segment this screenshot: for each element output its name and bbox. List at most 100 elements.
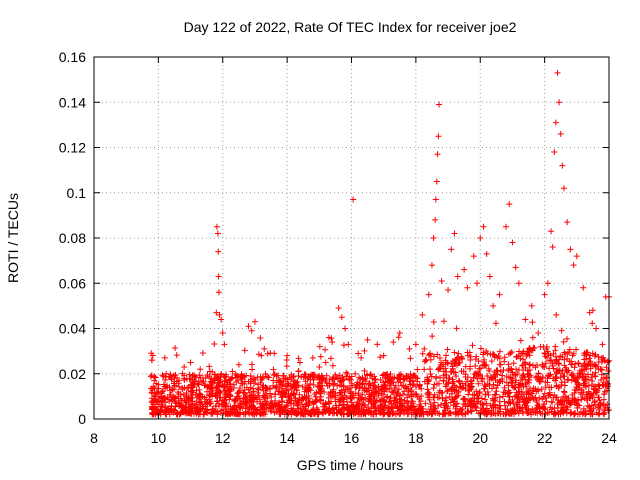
data-point bbox=[165, 408, 172, 415]
data-point bbox=[559, 162, 566, 169]
x-tick-label: 16 bbox=[344, 430, 360, 446]
data-point bbox=[229, 368, 236, 375]
data-point bbox=[199, 350, 206, 357]
data-point bbox=[483, 348, 490, 355]
data-point bbox=[398, 396, 405, 403]
data-point bbox=[186, 403, 193, 410]
data-point bbox=[572, 360, 579, 367]
data-point bbox=[151, 390, 158, 397]
data-point bbox=[464, 352, 471, 359]
data-point bbox=[448, 390, 455, 397]
data-point bbox=[221, 341, 228, 348]
data-point bbox=[425, 394, 432, 401]
data-point bbox=[152, 374, 159, 381]
data-point bbox=[223, 401, 230, 408]
data-point bbox=[179, 370, 186, 377]
data-point bbox=[353, 384, 360, 391]
data-point bbox=[431, 399, 438, 406]
data-point bbox=[202, 375, 209, 382]
data-point bbox=[463, 378, 470, 385]
data-point bbox=[268, 393, 275, 400]
data-point bbox=[270, 366, 277, 373]
data-point bbox=[412, 390, 419, 397]
data-point bbox=[245, 323, 252, 330]
data-point bbox=[432, 196, 439, 203]
data-point bbox=[559, 368, 566, 375]
data-point bbox=[372, 408, 379, 415]
data-point bbox=[260, 374, 267, 381]
data-point bbox=[303, 400, 310, 407]
data-point bbox=[502, 406, 509, 413]
data-point bbox=[399, 406, 406, 413]
data-point bbox=[387, 411, 394, 418]
data-point bbox=[295, 368, 302, 375]
data-point bbox=[521, 373, 528, 380]
data-point bbox=[541, 291, 548, 298]
data-point bbox=[320, 403, 327, 410]
data-point bbox=[549, 362, 556, 369]
data-point bbox=[218, 407, 225, 414]
data-point bbox=[363, 389, 370, 396]
data-point bbox=[449, 363, 456, 370]
data-point bbox=[473, 407, 480, 414]
data-point bbox=[544, 375, 551, 382]
data-point bbox=[590, 405, 597, 412]
data-point bbox=[489, 351, 496, 358]
data-point bbox=[342, 325, 349, 332]
data-point bbox=[450, 378, 457, 385]
data-point bbox=[213, 392, 220, 399]
data-point bbox=[535, 330, 542, 337]
data-point bbox=[421, 366, 428, 373]
data-point bbox=[362, 378, 369, 385]
data-point bbox=[242, 399, 249, 406]
data-point bbox=[159, 403, 166, 410]
data-point bbox=[546, 389, 553, 396]
data-point bbox=[459, 380, 466, 387]
data-point bbox=[561, 389, 568, 396]
data-point bbox=[310, 408, 317, 415]
y-axis-ticks: 0 0.02 0.04 0.06 0.08 0.1 0.12 0.14 0.16 bbox=[59, 49, 609, 427]
data-point bbox=[371, 400, 378, 407]
data-point bbox=[517, 355, 524, 362]
data-point bbox=[540, 403, 547, 410]
data-point bbox=[451, 388, 458, 395]
data-point bbox=[211, 377, 218, 384]
data-point bbox=[173, 352, 180, 359]
data-point bbox=[391, 387, 398, 394]
data-point bbox=[396, 330, 403, 337]
y-tick-label: 0.12 bbox=[59, 140, 86, 156]
data-point bbox=[168, 403, 175, 410]
data-point bbox=[302, 378, 309, 385]
data-point bbox=[163, 411, 170, 418]
data-point bbox=[187, 407, 194, 414]
data-point bbox=[343, 404, 350, 411]
x-axis-label: GPS time / hours bbox=[297, 457, 404, 473]
data-point bbox=[443, 394, 450, 401]
data-point bbox=[248, 327, 255, 334]
data-point bbox=[430, 385, 437, 392]
data-point bbox=[382, 372, 389, 379]
data-point bbox=[454, 273, 461, 280]
y-tick-label: 0.14 bbox=[59, 94, 86, 110]
data-point bbox=[571, 410, 578, 417]
data-point bbox=[549, 406, 556, 413]
data-point bbox=[365, 398, 372, 405]
data-point bbox=[350, 196, 357, 203]
y-tick-label: 0.06 bbox=[59, 275, 86, 291]
data-point bbox=[245, 386, 252, 393]
data-point bbox=[224, 379, 231, 386]
data-point bbox=[188, 410, 195, 417]
data-point bbox=[377, 377, 384, 384]
data-point bbox=[448, 246, 455, 253]
data-point bbox=[585, 361, 592, 368]
data-point bbox=[591, 399, 598, 406]
data-point bbox=[578, 396, 585, 403]
data-point bbox=[438, 401, 445, 408]
data-point bbox=[477, 365, 484, 372]
data-point bbox=[433, 178, 440, 185]
data-point bbox=[300, 374, 307, 381]
data-point bbox=[501, 384, 508, 391]
data-point bbox=[216, 383, 223, 390]
data-point bbox=[148, 350, 155, 357]
data-point bbox=[243, 392, 250, 399]
